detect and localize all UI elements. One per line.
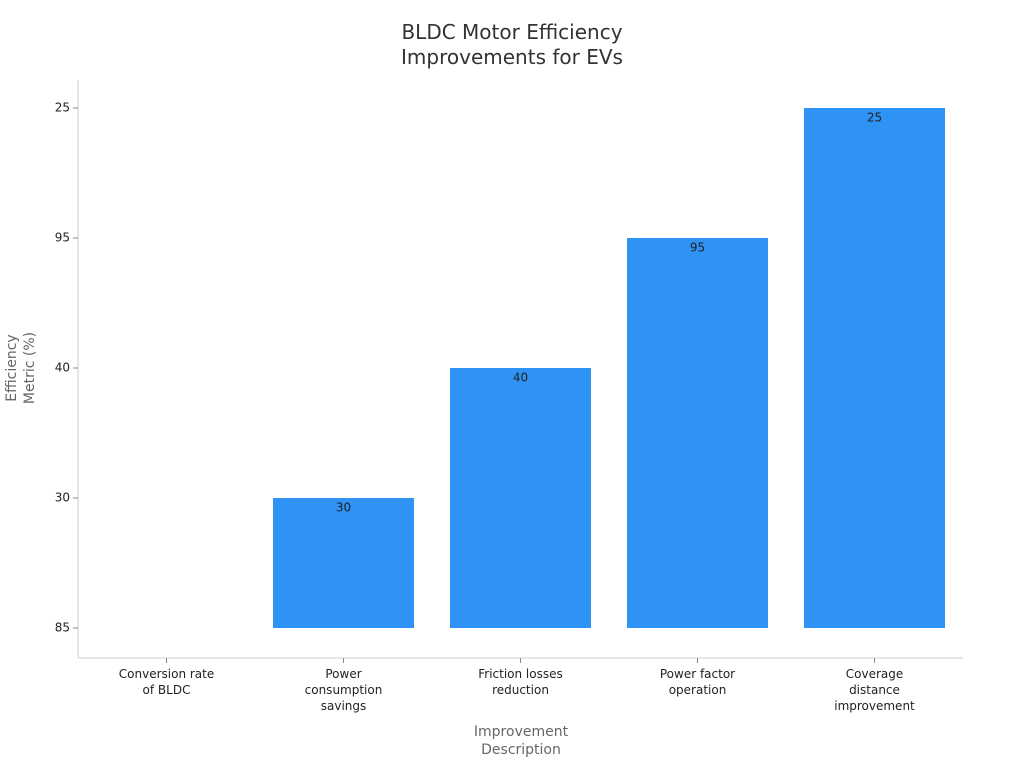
y-tick-label: 95 <box>55 231 70 245</box>
bar <box>450 368 591 628</box>
data-label: 30 <box>336 501 351 515</box>
data-label: 40 <box>513 371 528 385</box>
bar <box>804 108 945 628</box>
y-tick-label: 40 <box>55 361 70 375</box>
bar <box>627 238 768 628</box>
x-tick-label: Power consumption savings <box>304 667 383 713</box>
x-tick-label: Conversion rate of BLDC <box>118 667 215 697</box>
y-tick-label: 85 <box>55 621 70 635</box>
chart-title: BLDC Motor Efficiency Improvements for E… <box>401 20 623 69</box>
bar <box>273 498 414 628</box>
x-tick-label: Power factor operation <box>659 667 736 697</box>
x-axis-title: Improvement Description <box>473 724 569 758</box>
data-label: 25 <box>867 111 882 125</box>
y-tick-label: 25 <box>55 101 70 115</box>
x-tick-label: Friction losses reduction <box>478 667 563 697</box>
x-tick-label: Coverage distance improvement <box>834 667 915 713</box>
y-tick-label: 30 <box>55 491 70 505</box>
data-label: 95 <box>690 241 705 255</box>
y-axis-title: Efficiency Metric (%) <box>4 331 38 405</box>
